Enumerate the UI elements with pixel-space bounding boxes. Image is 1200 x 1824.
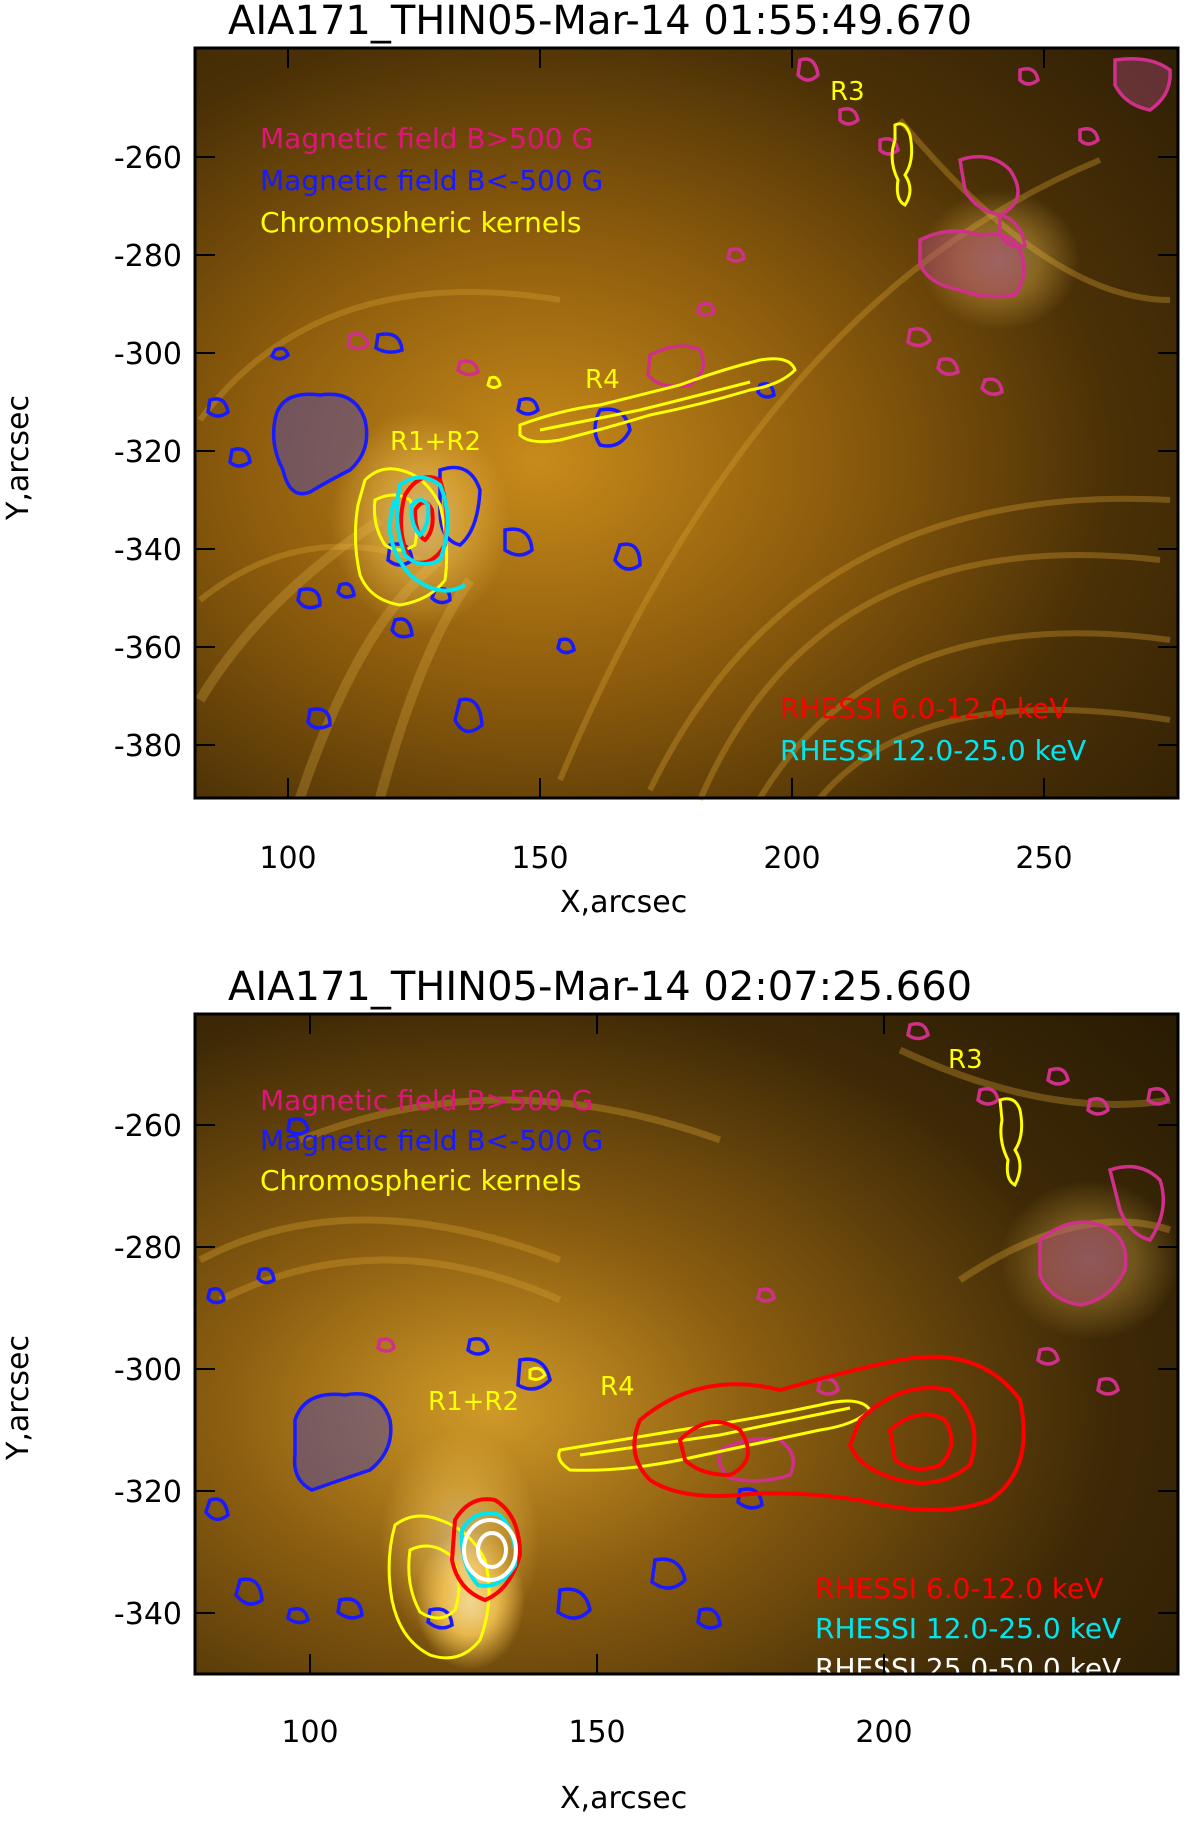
panel-2-x-ticks: [309, 1014, 885, 1674]
panel-1-legend-negative: Magnetic field B<-500 G: [260, 164, 603, 197]
panel-2-frame: [193, 1012, 1180, 1676]
panel-2-region-r3: R3: [948, 1045, 983, 1075]
panel-2-rhessi-25-50-contours: [462, 1518, 518, 1582]
panel-1-xtick-3: 250: [1015, 841, 1072, 876]
panel-2-image: [195, 1014, 1180, 1674]
panel-2-x-tick-labels: 100 150 200: [281, 1715, 912, 1750]
panel-2-ytick-4: -340: [114, 1597, 182, 1632]
panel-1-xlabel: X,arcsec: [560, 885, 687, 920]
panel-1-ytick-0: -260: [114, 141, 182, 176]
panel-1-rhessi-12-25-contours: [388, 475, 467, 593]
panel-1-frame: [193, 46, 1180, 800]
panel-2-y-tick-labels: -260 -280 -300 -320 -340: [114, 1109, 182, 1632]
panel-1-positive-field-contours: [346, 57, 1172, 396]
panel-2-region-r4: R4: [600, 1372, 635, 1402]
panel-2-title: AIA171_THIN05-Mar-14 02:07:25.660: [228, 964, 972, 1010]
panel-1-ylabel: Y,arcsec: [1, 395, 36, 521]
panel-1-xtick-0: 100: [259, 841, 316, 876]
panel-1-legend-rhessi-low: RHESSI 6.0-12.0 keV: [780, 692, 1068, 725]
panel-1-ytick-1: -280: [114, 239, 182, 274]
panel-2-legend-kernels: Chromospheric kernels: [260, 1164, 581, 1197]
panel-2-region-r1r2: R1+R2: [428, 1387, 519, 1417]
panel-2-legend-positive: Magnetic field B>500 G: [260, 1084, 593, 1117]
panel-1-xtick-1: 150: [511, 841, 568, 876]
panel-1-ytick-4: -340: [114, 533, 182, 568]
panel-1-x-ticks: [287, 48, 1045, 798]
panel-1-legend-kernels: Chromospheric kernels: [260, 206, 581, 239]
panel-1-ytick-3: -320: [114, 435, 182, 470]
panel-1-legend-rhessi-mid: RHESSI 12.0-25.0 keV: [780, 734, 1086, 767]
panel-1-negative-field-contours: [206, 332, 776, 734]
panel-1-ytick-5: -360: [114, 631, 182, 666]
panel-2-positive-field-contours: [376, 1022, 1170, 1483]
panel-2-legend-rhessi-mid: RHESSI 12.0-25.0 keV: [815, 1612, 1121, 1645]
panel-2-legend-rhessi-high: RHESSI 25.0-50.0 keV: [815, 1652, 1121, 1685]
panel-1-legend-positive: Magnetic field B>500 G: [260, 122, 593, 155]
panel-2-y-ticks: [195, 1124, 1178, 1614]
panel-1: AIA171_THIN05-Mar-14 01:55:49.670: [1, 0, 1180, 920]
panel-2-ytick-2: -300: [114, 1353, 182, 1388]
panel-2-legend-negative: Magnetic field B<-500 G: [260, 1124, 603, 1157]
panel-1-region-r4: R4: [585, 365, 620, 395]
panel-2-rhessi-6-12-contours: [449, 1354, 1026, 1603]
panel-2: AIA171_THIN05-Mar-14 02:07:25.660: [1, 964, 1180, 1816]
panel-1-x-tick-labels: 100 150 200 250: [259, 841, 1072, 876]
panel-1-xtick-2: 200: [763, 841, 820, 876]
panel-1-ytick-6: -380: [114, 729, 182, 764]
panel-1-title: AIA171_THIN05-Mar-14 01:55:49.670: [228, 0, 972, 44]
panel-2-negative-field-contours: [204, 1117, 764, 1630]
panel-2-ytick-0: -260: [114, 1109, 182, 1144]
panel-2-xtick-2: 200: [855, 1715, 912, 1750]
panel-1-region-r3: R3: [830, 77, 865, 107]
panel-2-xtick-0: 100: [281, 1715, 338, 1750]
panel-1-kernel-contours: [353, 122, 914, 607]
panel-1-region-r1r2: R1+R2: [390, 427, 481, 457]
panel-2-xlabel: X,arcsec: [560, 1781, 687, 1816]
panel-1-y-ticks: [195, 156, 1178, 746]
panel-2-kernel-contours: [387, 1097, 1024, 1660]
panel-1-ytick-2: -300: [114, 337, 182, 372]
panel-1-y-tick-labels: -260 -280 -300 -320 -340 -360 -380: [114, 141, 182, 764]
panel-2-legend-rhessi-low: RHESSI 6.0-12.0 keV: [815, 1572, 1103, 1605]
panel-2-xtick-1: 150: [568, 1715, 625, 1750]
panel-2-rhessi-12-25-contours: [459, 1511, 518, 1588]
panel-2-ylabel: Y,arcsec: [1, 1335, 36, 1461]
panel-2-ytick-1: -280: [114, 1231, 182, 1266]
panel-2-ytick-3: -320: [114, 1475, 182, 1510]
